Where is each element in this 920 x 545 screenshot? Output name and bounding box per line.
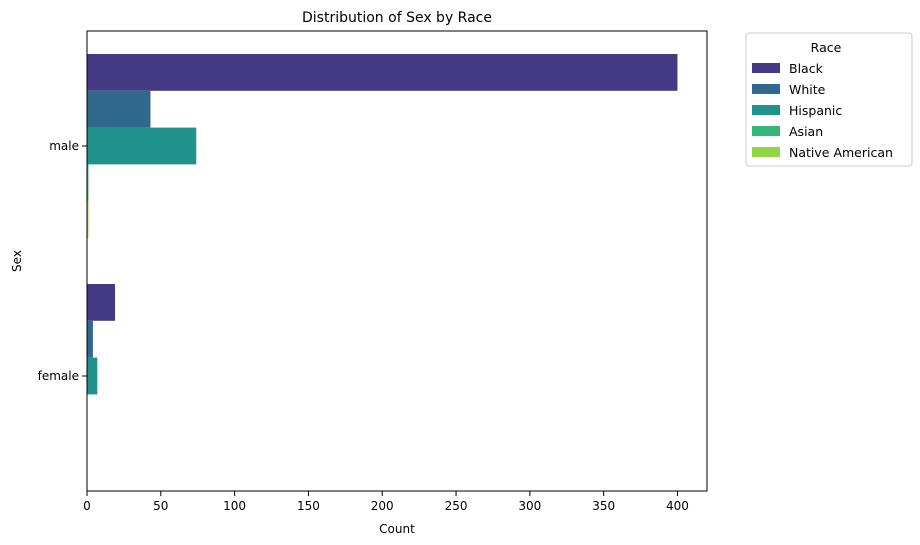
chart-title: Distribution of Sex by Race (302, 10, 492, 26)
bar-male-hispanic (87, 127, 197, 165)
legend-swatch-native-american (752, 147, 780, 157)
legend-swatch-white (752, 84, 780, 94)
legend-label-native-american: Native American (789, 145, 893, 160)
bar-male-asian (87, 164, 89, 202)
bar-female-white (87, 320, 93, 358)
legend-swatch-black (752, 63, 780, 73)
plot-frame (86, 30, 708, 492)
x-tick-label: 350 (592, 499, 615, 513)
legend-swatch-asian (752, 126, 780, 136)
legend-label-hispanic: Hispanic (789, 103, 842, 118)
legend-items: Black White Hispanic Asian Native American (752, 61, 893, 160)
legend: Race Black White Hispanic Asian Native Ameri… (745, 32, 913, 167)
x-axis: 0 50 100 150 200 250 300 350 400 (83, 491, 689, 513)
x-tick-label: 100 (223, 499, 246, 513)
x-axis-label: Count (379, 522, 415, 536)
legend-swatch-hispanic (752, 105, 780, 115)
bar-male-black (87, 54, 678, 91)
y-tick-label: male (49, 139, 79, 153)
legend-label-asian: Asian (789, 124, 823, 139)
x-tick-label: 250 (445, 499, 468, 513)
y-axis-label: Sex (10, 250, 24, 272)
y-axis: male female (38, 139, 87, 383)
bar-male-white (87, 90, 151, 128)
bar-female-black (87, 284, 116, 321)
x-tick-label: 400 (666, 499, 689, 513)
legend-frame (745, 32, 913, 167)
x-tick-label: 150 (297, 499, 320, 513)
x-tick-label: 0 (83, 499, 91, 513)
legend-label-white: White (789, 82, 826, 97)
legend-title: Race (811, 40, 842, 55)
bar-female-hispanic (87, 357, 98, 395)
bars-group (87, 54, 678, 395)
x-tick-label: 300 (518, 499, 541, 513)
y-tick-label: female (38, 369, 79, 383)
legend-label-black: Black (789, 61, 824, 76)
bar-male-native-american (87, 201, 89, 238)
x-tick-label: 50 (153, 499, 168, 513)
x-tick-label: 200 (371, 499, 394, 513)
